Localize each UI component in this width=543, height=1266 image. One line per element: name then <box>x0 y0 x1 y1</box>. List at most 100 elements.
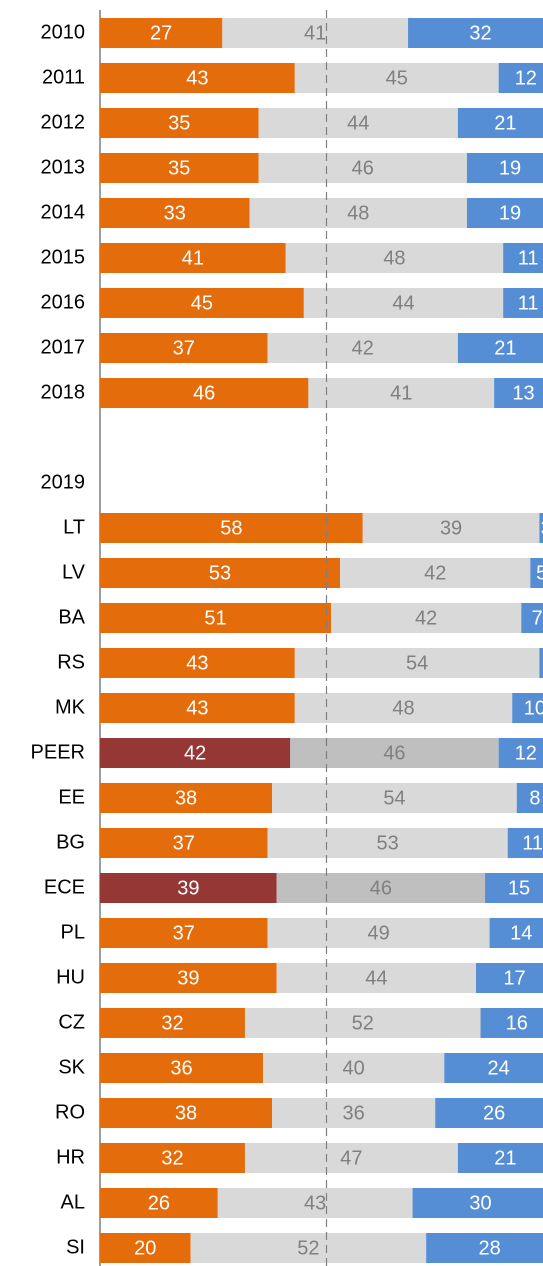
data-label: 21 <box>494 1147 516 1169</box>
bar-segment <box>507 828 543 858</box>
y-tick-label: 2014 <box>41 201 86 223</box>
data-label: 3 <box>541 517 543 539</box>
data-label: 52 <box>352 1012 374 1034</box>
bar-segment <box>539 648 543 678</box>
bar-segment <box>100 558 341 588</box>
y-tick-label: 2013 <box>41 156 86 178</box>
bar-segment <box>100 243 286 273</box>
data-label: 10 <box>524 697 543 719</box>
bar-segment <box>100 18 223 48</box>
data-label: 21 <box>494 337 516 359</box>
bar-segment <box>498 63 543 93</box>
data-label: 38 <box>175 1102 197 1124</box>
data-label: 54 <box>383 787 405 809</box>
data-label: 41 <box>182 247 204 269</box>
bar-segment <box>100 783 273 813</box>
bar-segment <box>294 648 540 678</box>
data-label: 35 <box>168 157 190 179</box>
y-tick-label: 2019 <box>41 471 86 493</box>
data-label: 24 <box>488 1057 510 1079</box>
y-tick-label: RO <box>55 1101 85 1123</box>
data-label: 39 <box>440 517 462 539</box>
y-tick-label: 2011 <box>42 66 85 88</box>
data-label: 37 <box>173 832 195 854</box>
y-tick-label: 2016 <box>41 291 86 313</box>
bar-segment <box>426 1233 543 1263</box>
data-label: 53 <box>209 562 231 584</box>
y-tick-label: 2015 <box>41 246 86 268</box>
bar-segment <box>494 378 543 408</box>
data-label: 30 <box>469 1192 491 1214</box>
data-label: 46 <box>370 877 392 899</box>
bar-segment <box>290 738 499 768</box>
bar-segment <box>100 63 295 93</box>
data-label: 52 <box>297 1237 319 1259</box>
bar-segment <box>267 918 490 948</box>
bar-segment <box>457 1143 543 1173</box>
bar-segment <box>100 603 332 633</box>
data-label: 20 <box>134 1237 156 1259</box>
y-tick-label: PL <box>61 921 85 943</box>
bar-segment <box>244 1143 458 1173</box>
data-label: 28 <box>478 1237 500 1259</box>
bar-segment <box>498 738 543 768</box>
bar-segment <box>521 603 543 633</box>
bar-segment <box>489 918 543 948</box>
data-label: 43 <box>186 652 208 674</box>
data-label: 37 <box>173 337 195 359</box>
bar-segment <box>485 873 543 903</box>
bar-segment <box>362 513 540 543</box>
data-label: 44 <box>392 292 414 314</box>
bar-segment <box>457 108 543 138</box>
bar-segment <box>276 873 486 903</box>
data-label: 26 <box>148 1192 170 1214</box>
y-tick-label: SK <box>58 1056 85 1078</box>
data-label: 5 <box>536 562 543 584</box>
bar-segment <box>222 18 409 48</box>
bar-segment <box>263 1053 445 1083</box>
data-label: 39 <box>177 967 199 989</box>
bar-segment <box>466 198 543 228</box>
data-label: 44 <box>365 967 387 989</box>
data-label: 19 <box>499 157 521 179</box>
bar-segment <box>412 1188 543 1218</box>
bar-segment <box>512 693 543 723</box>
data-label: 12 <box>515 67 537 89</box>
y-tick-label: LT <box>63 516 85 538</box>
y-tick-label: BA <box>58 606 85 628</box>
data-label: 53 <box>377 832 399 854</box>
data-label: 42 <box>352 337 374 359</box>
y-tick-label: MK <box>55 696 86 718</box>
bar-segment <box>249 198 467 228</box>
bar-segment <box>100 873 277 903</box>
data-label: 8 <box>529 787 540 809</box>
data-label: 51 <box>204 607 226 629</box>
y-tick-label: PEER <box>31 741 85 763</box>
y-tick-label: CZ <box>58 1011 85 1033</box>
bar-segment <box>294 693 513 723</box>
bar-segment <box>100 1053 264 1083</box>
data-label: 17 <box>503 967 525 989</box>
data-label: 46 <box>352 157 374 179</box>
bar-segment <box>303 288 504 318</box>
bar-segment <box>408 18 543 48</box>
data-label: 21 <box>494 112 516 134</box>
bar-segment <box>100 1188 218 1218</box>
data-label: 16 <box>506 1012 528 1034</box>
bar-segment <box>100 1098 273 1128</box>
bar-segment <box>258 153 467 183</box>
data-label: 46 <box>383 742 405 764</box>
bar-segment <box>503 243 543 273</box>
bar-segment <box>258 108 458 138</box>
bar-segment <box>100 963 277 993</box>
bar-segment <box>435 1098 543 1128</box>
data-label: 48 <box>383 247 405 269</box>
data-label: 11 <box>518 292 539 314</box>
bar-segment <box>294 63 499 93</box>
data-label: 48 <box>347 202 369 224</box>
data-label: 14 <box>510 922 532 944</box>
data-label: 58 <box>220 517 242 539</box>
data-label: 42 <box>415 607 437 629</box>
data-label: 45 <box>191 292 213 314</box>
bar-segment <box>217 1188 413 1218</box>
